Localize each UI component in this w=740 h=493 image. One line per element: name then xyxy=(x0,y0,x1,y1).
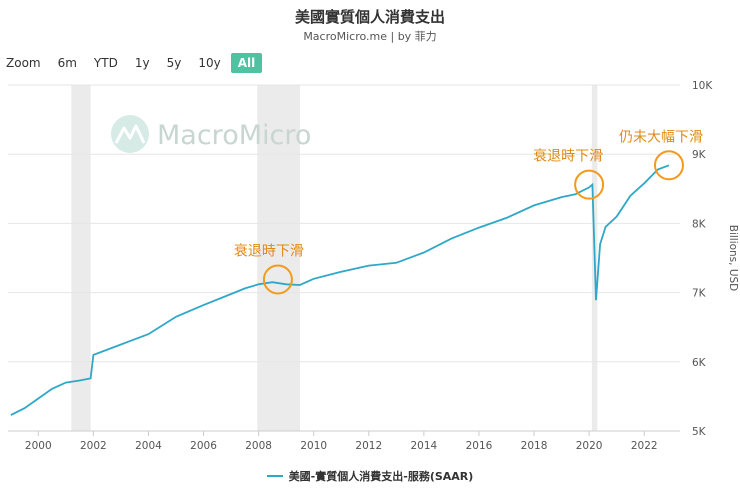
annotation-label: 仍未大幅下滑 xyxy=(619,128,703,145)
x-tick-label: 2016 xyxy=(466,440,493,452)
annotation-label: 衰退時下滑 xyxy=(234,242,304,259)
x-tick-label: 2000 xyxy=(25,440,52,452)
annotation-circle xyxy=(262,264,293,295)
zoom-1y-button[interactable]: 1y xyxy=(134,56,150,70)
annotation-circle xyxy=(574,169,605,200)
series-line xyxy=(10,164,670,416)
annotation-label: 衰退時下滑 xyxy=(533,148,603,165)
y-tick-label: 7K xyxy=(692,288,707,300)
recession-band xyxy=(71,85,91,431)
recession-band xyxy=(257,85,300,431)
y-axis: 5K 6K 7K 8K 9K 10K xyxy=(692,80,713,438)
zoom-ytd-button[interactable]: YTD xyxy=(93,56,118,70)
zoom-label: Zoom xyxy=(6,56,41,70)
recession-shading-group xyxy=(71,85,598,431)
macromicro-logo-icon xyxy=(111,115,149,153)
chart-title: 美國實質個人消費支出 xyxy=(294,8,445,26)
y-tick-label: 9K xyxy=(692,149,707,161)
legend-swatch xyxy=(266,475,283,477)
x-tick-label: 2014 xyxy=(411,440,438,452)
zoom-10y-button[interactable]: 10y xyxy=(198,56,221,70)
x-tick-label: 2002 xyxy=(80,440,107,452)
zoom-5y-button[interactable]: 5y xyxy=(166,56,182,70)
legend-label: 美國-實質個人消費支出-服務(SAAR) xyxy=(288,470,474,483)
y-tick-label: 10K xyxy=(692,80,713,92)
y-tick-label: 5K xyxy=(692,426,707,438)
y-tick-label: 8K xyxy=(692,218,707,230)
watermark-text: MacroMicro xyxy=(157,120,311,151)
legend[interactable]: 美國-實質個人消費支出-服務(SAAR) xyxy=(0,468,740,484)
x-tick-label: 2022 xyxy=(631,440,658,452)
zoom-bar: Zoom 6m YTD 1y 5y 10y All xyxy=(6,52,265,74)
annotation-circle xyxy=(653,150,684,181)
x-axis: 2000 2002 2004 2006 2008 2010 2012 2014 2016 2018… xyxy=(25,431,658,452)
x-tick-label: 2008 xyxy=(245,440,272,452)
x-tick-label: 2004 xyxy=(135,440,162,452)
zoom-6m-button[interactable]: 6m xyxy=(57,56,77,70)
gridlines xyxy=(8,84,680,432)
x-tick-label: 2018 xyxy=(521,440,548,452)
x-tick-label: 2012 xyxy=(355,440,382,452)
y-axis-label: Billions, USD xyxy=(727,225,739,292)
y-tick-label: 6K xyxy=(692,357,707,369)
zoom-all-button[interactable]: All xyxy=(230,53,263,73)
x-tick-label: 2020 xyxy=(576,440,603,452)
x-tick-label: 2006 xyxy=(190,440,217,452)
watermark: MacroMicro xyxy=(111,115,311,153)
chart-subtitle: MacroMicro.me | by 菲力 xyxy=(303,30,437,43)
x-tick-label: 2010 xyxy=(300,440,327,452)
